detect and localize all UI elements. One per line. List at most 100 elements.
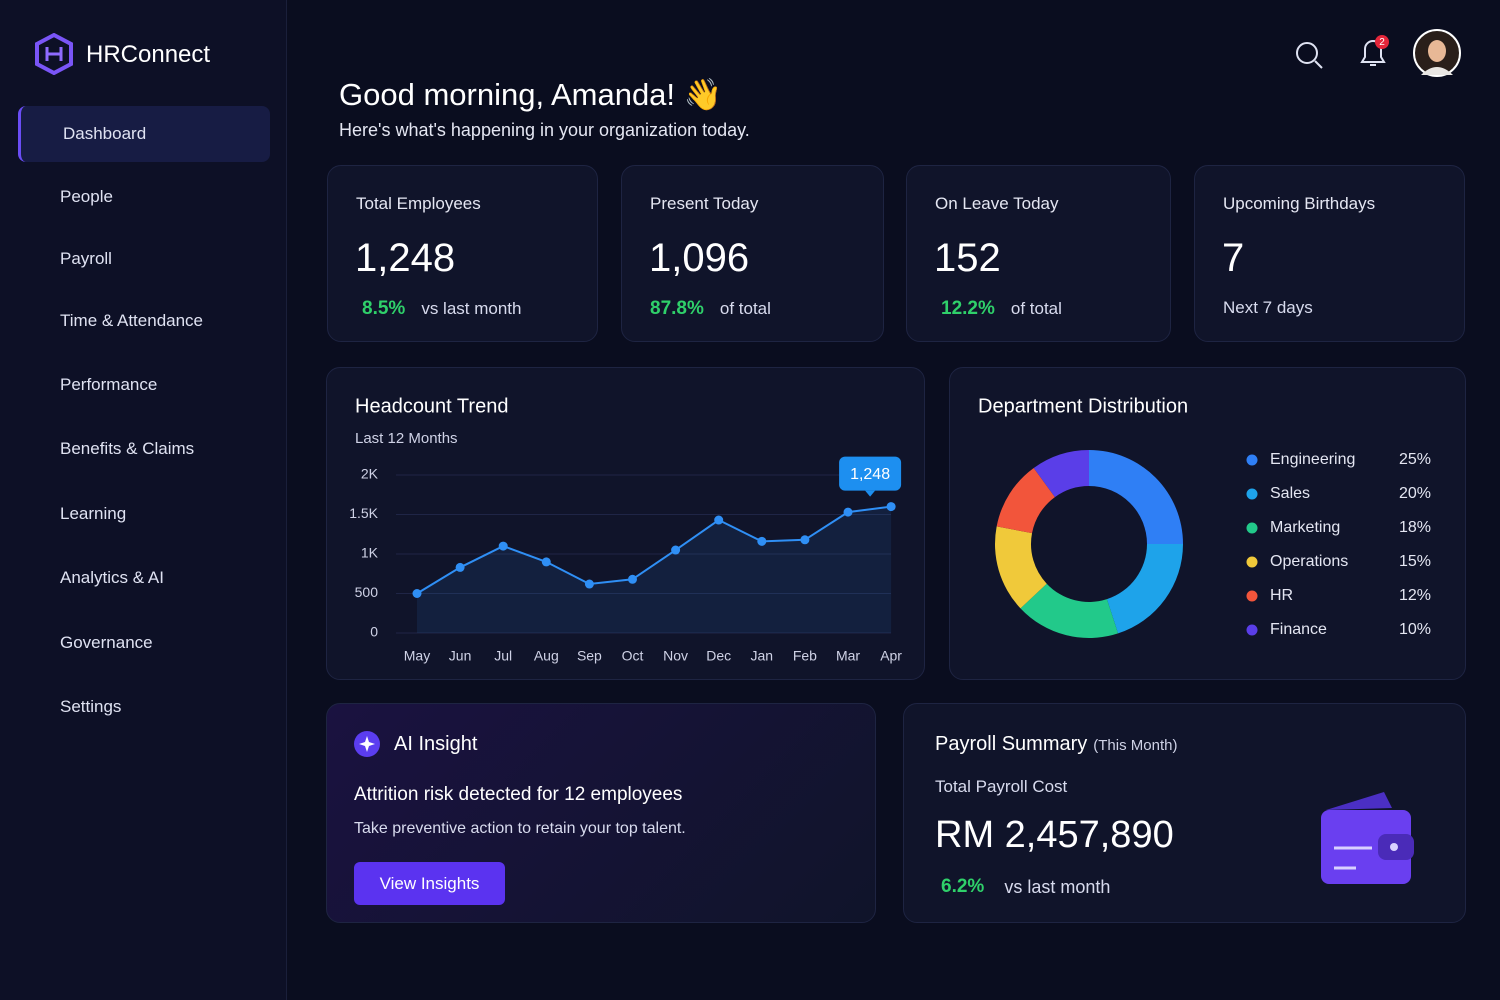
legend-dot xyxy=(1246,488,1258,500)
legend-dot xyxy=(1246,590,1258,602)
view-insights-button[interactable]: View Insights xyxy=(354,862,505,905)
notification-icon[interactable]: 2 xyxy=(1356,34,1396,70)
legend-label: Engineering xyxy=(1270,451,1355,468)
nav-item[interactable]: People xyxy=(18,169,270,225)
payroll-title: Payroll Summary xyxy=(935,733,1088,755)
legend-value: 15% xyxy=(1399,553,1431,570)
x-tick-label: May xyxy=(404,648,430,664)
insight-title: AI Insight xyxy=(394,733,478,755)
line-point xyxy=(628,574,637,584)
nav-label: Governance xyxy=(60,633,153,652)
y-tick-label: 1K xyxy=(361,545,379,561)
nav-item[interactable]: Analytics & AI xyxy=(18,550,270,606)
nav-item[interactable]: Benefits & Claims xyxy=(18,421,270,477)
callout-box xyxy=(839,456,902,491)
y-tick-label: 500 xyxy=(355,584,379,600)
greeting: Good morning, Amanda! 👋 xyxy=(339,77,723,112)
x-tick-label: Jan xyxy=(751,648,774,664)
chart-title: Department Distribution xyxy=(978,395,1188,417)
nav-label: Payroll xyxy=(60,249,112,268)
stat-value: 152 xyxy=(934,236,1001,280)
headcount-chart: Headcount Trend Last 12 Months 0 500 1K 1.5K 2… xyxy=(349,395,902,664)
department-card: Department Distribution Engineering 25% Sal… xyxy=(949,367,1466,680)
avatar[interactable] xyxy=(1413,29,1461,77)
payroll-amount: RM 2,457,890 xyxy=(935,814,1174,856)
donut-slice xyxy=(1020,583,1119,638)
stat-change-row: Next 7 days xyxy=(1223,298,1313,318)
stat-label: Upcoming Birthdays xyxy=(1223,194,1376,213)
line-point xyxy=(800,535,810,545)
payroll-label: Total Payroll Cost xyxy=(935,777,1068,796)
nav-label: Analytics & AI xyxy=(60,568,164,587)
nav-item[interactable]: Performance xyxy=(18,357,270,413)
stat-card: Present Today 1,096 87.8% of total xyxy=(621,165,884,342)
payroll-change-value: 6.2% xyxy=(941,876,985,897)
nav-item[interactable]: Payroll xyxy=(18,231,270,287)
line-point xyxy=(412,589,422,598)
stat-change-row: 12.2% of total xyxy=(935,298,1062,320)
stat-card: Total Employees 1,248 8.5% vs last month xyxy=(327,165,598,342)
legend-dot xyxy=(1246,522,1258,534)
stat-change: 12.2% xyxy=(935,298,995,320)
x-tick-label: Sep xyxy=(577,648,602,664)
payroll-period: (This Month) xyxy=(1093,737,1178,754)
legend-dot xyxy=(1246,556,1258,568)
stat-card: On Leave Today 152 12.2% of total xyxy=(906,165,1171,342)
donut-slice xyxy=(1033,450,1089,498)
chart-subtitle: Last 12 Months xyxy=(355,430,458,447)
x-tick-label: Jun xyxy=(449,648,472,664)
y-tick-label: 2K xyxy=(361,466,379,482)
legend-dot xyxy=(1246,624,1258,636)
stat-value: 1,096 xyxy=(649,236,750,280)
x-tick-label: Apr xyxy=(880,648,902,664)
legend-label: HR xyxy=(1270,587,1293,604)
nav-label: Dashboard xyxy=(63,124,147,143)
stat-value: 1,248 xyxy=(355,236,456,280)
stat-change: 8.5% xyxy=(356,298,405,320)
nav-item[interactable]: Learning xyxy=(18,486,270,542)
legend-dot xyxy=(1246,454,1258,466)
legend-value: 10% xyxy=(1399,621,1431,638)
donut-slice xyxy=(1089,450,1183,544)
stat-value: 7 xyxy=(1222,236,1245,280)
stat-note: vs last month xyxy=(421,299,522,318)
payroll-heading: Payroll Summary (This Month) xyxy=(935,733,1177,756)
line-series xyxy=(416,505,892,595)
x-tick-label: Nov xyxy=(663,648,688,664)
sidebar: HRConnect Dashboard People Payroll Time & A… xyxy=(0,0,287,1000)
legend-label: Operations xyxy=(1270,553,1348,570)
line-point xyxy=(455,562,465,572)
line-point xyxy=(584,579,594,589)
payroll-card: Payroll Summary (This Month) Total Payro… xyxy=(903,703,1466,923)
stat-card: Upcoming Birthdays 7 Next 7 days xyxy=(1194,165,1465,342)
donut-slice xyxy=(995,526,1047,609)
legend-label: Finance xyxy=(1270,621,1327,638)
nav-item[interactable]: Governance xyxy=(18,615,270,671)
stat-change-row: 8.5% vs last month xyxy=(356,298,521,320)
stat-note: of total xyxy=(1010,299,1062,318)
payroll-change: 6.2% xyxy=(935,876,984,898)
insight-card: AI Insight Attrition risk detected for 1… xyxy=(326,703,876,923)
line-point xyxy=(498,541,508,551)
stat-change: 87.8% xyxy=(650,298,704,320)
nav-item[interactable]: Settings xyxy=(18,679,270,735)
callout-label: 1,248 xyxy=(850,466,890,483)
legend-label: Sales xyxy=(1270,485,1310,502)
nav-item[interactable]: Time & Attendance xyxy=(18,293,270,349)
search-icon[interactable] xyxy=(1294,40,1324,70)
notification-count: 2 xyxy=(1379,37,1385,48)
legend-value: 20% xyxy=(1399,485,1431,502)
nav-label: Performance xyxy=(60,375,158,394)
greeting-subtitle: Here's what's happening in your organiza… xyxy=(339,120,750,140)
x-tick-label: Feb xyxy=(793,648,817,664)
x-tick-label: Jul xyxy=(494,648,512,664)
stat-note: Next 7 days xyxy=(1223,298,1313,317)
brand: HRConnect xyxy=(86,41,211,68)
legend-value: 12% xyxy=(1399,587,1431,604)
nav-item[interactable]: Dashboard xyxy=(18,106,270,162)
x-tick-label: Oct xyxy=(622,648,644,664)
insight-headline: Attrition risk detected for 12 employees xyxy=(354,784,683,805)
insight-icon xyxy=(354,731,380,757)
y-tick-label: 0 xyxy=(370,624,378,640)
